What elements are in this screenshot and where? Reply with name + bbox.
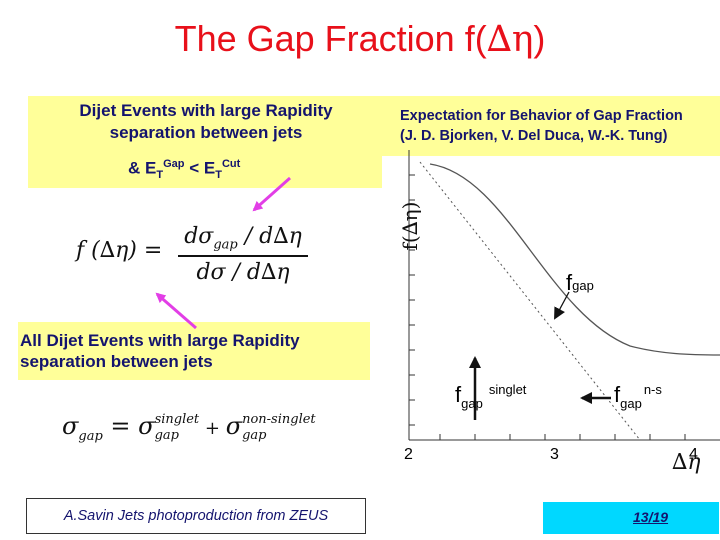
page-number[interactable]: 13/19 xyxy=(633,509,669,525)
sigma-singlet: σ xyxy=(138,412,155,440)
fgap-nonsinglet-label: fgapn-s xyxy=(614,382,662,411)
denominator-arrow xyxy=(155,292,197,330)
formula-numerator: dσgap / d∆η xyxy=(176,224,310,252)
cond-t-sub-2: T xyxy=(215,169,222,182)
cond-prefix: & E xyxy=(128,158,157,178)
y-axis-label: f(∆η) xyxy=(398,201,422,251)
fns-sup: n-s xyxy=(643,382,662,397)
footer-page-box: 13/19 xyxy=(543,502,719,534)
fns-sub: gap xyxy=(620,396,642,411)
fgap-arrow xyxy=(554,291,570,320)
all-dijet-highlight-box xyxy=(18,322,370,380)
x-tick-4: 4 xyxy=(689,446,698,463)
sigma-nonsinglet: σ xyxy=(225,412,243,440)
x-ticks xyxy=(439,434,686,440)
dijet-highlight-box xyxy=(28,96,382,188)
singlet-sub: gap xyxy=(154,427,179,443)
all-dijet-line-1: All Dijet Events with large Rapidity xyxy=(20,331,300,350)
sigma-equals: = xyxy=(102,412,139,440)
singlet-scripts: singlet gap xyxy=(155,412,200,444)
sigma-lhs-sub: gap xyxy=(78,428,103,444)
title-close-paren: ) xyxy=(533,18,546,59)
nonsinglet-sup: non-singlet xyxy=(242,411,316,427)
expectation-line-2: (J. D. Bjorken, V. Del Duca, W.-K. Tung) xyxy=(400,128,668,144)
footer-author: A.Savin Jets photoproduction from ZEUS xyxy=(26,498,366,534)
cond-gap-sup: Gap xyxy=(163,158,185,170)
slide-title: The Gap Fraction f(∆η) xyxy=(0,18,720,60)
x-axis-label: ∆η xyxy=(672,450,701,475)
title-delta-eta: ∆η xyxy=(486,19,534,60)
x-tick-3: 3 xyxy=(550,446,559,463)
gap-condition-arrow xyxy=(252,176,291,212)
fgap-sub: gap xyxy=(572,278,594,293)
gap-condition: & ETGap < ETCut xyxy=(128,158,240,181)
fgap-label: fgap xyxy=(566,270,594,296)
formula-lhs: f (∆η) = xyxy=(76,238,163,263)
singlet-sup: singlet xyxy=(154,411,200,427)
y-ticks xyxy=(409,174,415,426)
fgap-f: f xyxy=(566,270,573,295)
all-dijet-description: All Dijet Events with large Rapidity sep… xyxy=(20,330,366,372)
fgap-singlet-label: fgap singlet xyxy=(455,382,526,411)
expectation-line-1: Expectation for Behavior of Gap Fraction xyxy=(400,108,683,124)
num-dsigma: dσ xyxy=(184,224,214,249)
expectation-highlight-box xyxy=(382,96,720,156)
sigma-plus: + xyxy=(199,418,226,439)
cond-cut-sup: Cut xyxy=(221,158,241,170)
singlet-dotted-line xyxy=(419,161,641,441)
fns-f: f xyxy=(614,382,621,407)
fsinglet-f: f xyxy=(455,382,462,407)
num-tail: / d∆η xyxy=(237,224,302,249)
fsinglet-sup: singlet xyxy=(488,382,527,397)
sigma-decomposition: σgap = σ singlet gap + σ non-singlet gap xyxy=(62,396,316,467)
nonsinglet-scripts: non-singlet gap xyxy=(242,412,316,444)
num-gap-sub: gap xyxy=(213,237,238,253)
gap-fraction-curve xyxy=(429,163,720,356)
title-text: The Gap Fraction f( xyxy=(174,18,487,59)
formula-denominator: dσ / d∆η xyxy=(196,260,290,285)
cond-less-than: < E xyxy=(184,158,216,178)
fsinglet-sub: gap xyxy=(461,396,483,411)
fraction-bar xyxy=(178,255,308,257)
nonsinglet-sub: gap xyxy=(242,427,267,443)
dijet-line-2: separation between jets xyxy=(109,123,303,142)
dijet-line-1: Dijet Events with large Rapidity xyxy=(79,101,333,120)
all-dijet-line-2: separation between jets xyxy=(20,352,213,371)
expectation-text: Expectation for Behavior of Gap Fraction… xyxy=(400,106,718,146)
dijet-description: Dijet Events with large Rapidity separat… xyxy=(36,100,376,144)
cond-t-sub-1: T xyxy=(156,169,164,182)
sigma-lhs: σ xyxy=(62,412,79,440)
x-tick-2: 2 xyxy=(404,446,413,463)
